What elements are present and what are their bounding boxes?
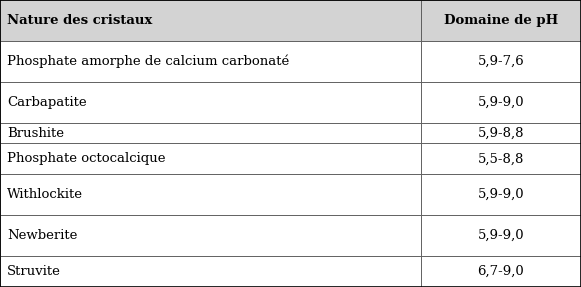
Bar (421, 0, 581, 41)
Bar (0, 174, 421, 215)
Text: 5,9-9,0: 5,9-9,0 (478, 188, 524, 201)
Bar (421, 82, 581, 123)
Bar (0, 41, 421, 82)
Text: Struvite: Struvite (7, 265, 61, 278)
Text: Domaine de pH: Domaine de pH (444, 14, 558, 27)
Bar (421, 215, 581, 256)
Bar (0, 82, 421, 123)
Bar (421, 123, 581, 144)
Bar (0, 144, 421, 174)
Text: 6,7-9,0: 6,7-9,0 (478, 265, 524, 278)
Bar (421, 41, 581, 82)
Bar (421, 256, 581, 287)
Text: Brushite: Brushite (7, 127, 64, 140)
Bar (0, 256, 421, 287)
Bar (421, 174, 581, 215)
Text: Newberite: Newberite (7, 229, 77, 242)
Text: 5,5-8,8: 5,5-8,8 (478, 152, 524, 165)
Text: Phosphate octocalcique: Phosphate octocalcique (7, 152, 166, 165)
Text: 5,9-9,0: 5,9-9,0 (478, 96, 524, 109)
Text: Nature des cristaux: Nature des cristaux (7, 14, 152, 27)
Text: 5,9-9,0: 5,9-9,0 (478, 229, 524, 242)
Bar (0, 123, 421, 144)
Text: Carbapatite: Carbapatite (7, 96, 87, 109)
Text: Phosphate amorphe de calcium carbonaté: Phosphate amorphe de calcium carbonaté (7, 55, 289, 68)
Bar (0, 0, 421, 41)
Text: 5,9-7,6: 5,9-7,6 (478, 55, 524, 68)
Text: Withlockite: Withlockite (7, 188, 83, 201)
Bar (421, 144, 581, 174)
Text: 5,9-8,8: 5,9-8,8 (478, 127, 524, 140)
Bar (0, 215, 421, 256)
